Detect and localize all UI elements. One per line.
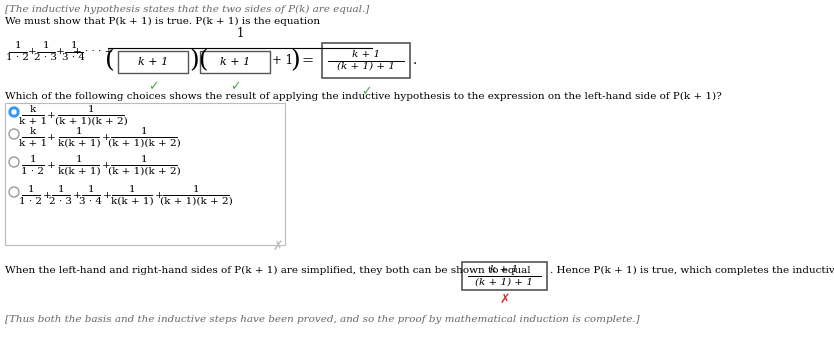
Text: 1 · 2: 1 · 2 — [22, 166, 44, 176]
Circle shape — [9, 187, 19, 197]
Text: 1: 1 — [58, 185, 64, 193]
Text: +: + — [73, 191, 82, 200]
Text: 1 · 2: 1 · 2 — [7, 53, 29, 62]
Text: (k + 1)(k + 2): (k + 1)(k + 2) — [159, 196, 233, 206]
Text: 2 · 3: 2 · 3 — [49, 196, 73, 206]
Text: 1: 1 — [71, 42, 78, 51]
Text: ✓: ✓ — [148, 80, 158, 93]
Text: +: + — [56, 47, 64, 57]
Text: ✗: ✗ — [500, 293, 510, 306]
Circle shape — [9, 107, 19, 117]
Text: k + 1: k + 1 — [490, 266, 519, 275]
Text: 1: 1 — [76, 126, 83, 135]
Text: 1 · 2: 1 · 2 — [19, 196, 43, 206]
Text: ✗: ✗ — [273, 240, 284, 253]
Text: 1: 1 — [15, 42, 22, 51]
Text: =: = — [302, 54, 314, 68]
Text: k(k + 1): k(k + 1) — [58, 166, 100, 176]
Text: (: ( — [105, 50, 115, 73]
Text: We must show that P(k + 1) is true. P(k + 1) is the equation: We must show that P(k + 1) is true. P(k … — [5, 17, 320, 26]
Text: +: + — [155, 191, 163, 200]
Text: [Thus both the basis and the inductive steps have been proved, and so the proof : [Thus both the basis and the inductive s… — [5, 315, 640, 324]
Text: . Hence P(k + 1) is true, which completes the inductive step.: . Hence P(k + 1) is true, which complete… — [550, 266, 834, 275]
Bar — [322, 43, 410, 78]
Text: )(: )( — [189, 50, 208, 73]
Text: ✓: ✓ — [229, 80, 240, 93]
Text: 1: 1 — [30, 155, 37, 163]
Text: +: + — [47, 161, 56, 170]
Text: When the left-hand and right-hand sides of P(k + 1) are simplified, they both ca: When the left-hand and right-hand sides … — [5, 266, 530, 275]
Text: + · · · +: + · · · + — [73, 47, 113, 57]
Text: 1: 1 — [128, 185, 135, 193]
Text: 1: 1 — [193, 185, 199, 193]
Text: 1: 1 — [88, 104, 94, 113]
Text: Which of the following choices shows the result of applying the inductive hypoth: Which of the following choices shows the… — [5, 92, 721, 101]
Text: (k + 1) + 1: (k + 1) + 1 — [337, 62, 395, 71]
Circle shape — [9, 129, 19, 139]
Text: 1: 1 — [76, 155, 83, 163]
Text: 1: 1 — [43, 42, 49, 51]
Text: +: + — [47, 133, 56, 141]
Text: +: + — [28, 47, 37, 57]
Text: 2 · 3: 2 · 3 — [34, 53, 58, 62]
Text: + 1: + 1 — [272, 54, 293, 67]
Text: k(k + 1): k(k + 1) — [111, 196, 153, 206]
Text: (k + 1)(k + 2): (k + 1)(k + 2) — [108, 166, 180, 176]
Text: k + 1: k + 1 — [352, 50, 380, 59]
Text: +: + — [47, 111, 56, 119]
Text: 1: 1 — [88, 185, 94, 193]
Text: +: + — [43, 191, 52, 200]
Text: k(k + 1): k(k + 1) — [58, 139, 100, 148]
Text: 3 · 4: 3 · 4 — [63, 53, 86, 62]
Bar — [200, 51, 270, 73]
Bar — [118, 51, 188, 73]
Text: ✓: ✓ — [361, 85, 371, 98]
Text: 3 · 4: 3 · 4 — [79, 196, 103, 206]
Text: ): ) — [290, 50, 299, 73]
Text: 1: 1 — [236, 27, 244, 40]
Text: +: + — [103, 191, 112, 200]
Text: +: + — [102, 161, 111, 170]
Text: +: + — [102, 133, 111, 141]
Text: .: . — [413, 54, 417, 67]
Text: 1: 1 — [141, 155, 148, 163]
Text: (k + 1)(k + 2): (k + 1)(k + 2) — [54, 117, 128, 126]
Circle shape — [9, 157, 19, 167]
Circle shape — [12, 110, 16, 114]
Text: k + 1: k + 1 — [19, 117, 47, 126]
Text: 1: 1 — [141, 126, 148, 135]
Text: k: k — [30, 126, 36, 135]
Text: k: k — [30, 104, 36, 113]
Text: [The inductive hypothesis states that the two sides of P(k) are equal.]: [The inductive hypothesis states that th… — [5, 5, 369, 14]
Text: (k + 1)(k + 2): (k + 1)(k + 2) — [108, 139, 180, 148]
Text: 1: 1 — [28, 185, 34, 193]
Text: k + 1: k + 1 — [220, 57, 250, 67]
Bar — [5, 103, 285, 245]
Bar — [462, 262, 547, 290]
Text: k + 1: k + 1 — [138, 57, 168, 67]
Text: (k + 1) + 1: (k + 1) + 1 — [475, 277, 534, 287]
Text: k + 1: k + 1 — [19, 139, 47, 148]
